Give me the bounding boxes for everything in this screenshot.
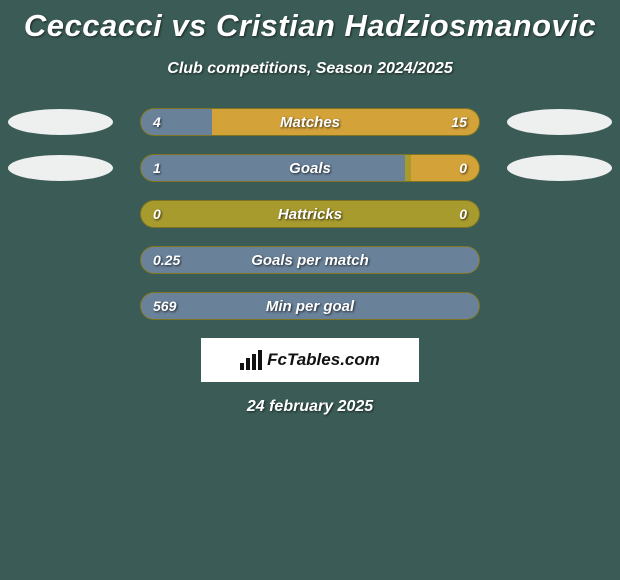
player-ellipse-right [507, 109, 612, 135]
stat-label: Hattricks [141, 201, 479, 227]
stat-row: 0.25Goals per match [0, 246, 620, 274]
stat-row: 10Goals [0, 154, 620, 182]
stat-row: 00Hattricks [0, 200, 620, 228]
stat-row: 415Matches [0, 108, 620, 136]
page-title: Ceccacci vs Cristian Hadziosmanovic [0, 0, 620, 44]
date-text: 24 february 2025 [0, 398, 620, 416]
stat-label: Goals per match [141, 247, 479, 273]
stat-bar: 10Goals [140, 154, 480, 182]
stat-bar: 415Matches [140, 108, 480, 136]
stat-label: Matches [141, 109, 479, 135]
logo-box: FcTables.com [201, 338, 419, 382]
stat-bar: 569Min per goal [140, 292, 480, 320]
logo-text: FcTables.com [267, 350, 380, 370]
stat-rows: 415Matches 10Goals 00Hattricks 0.25Goals pe… [0, 108, 620, 320]
player-ellipse-right [507, 155, 612, 181]
bars-icon [240, 350, 262, 370]
stat-label: Goals [141, 155, 479, 181]
stat-bar: 0.25Goals per match [140, 246, 480, 274]
stat-label: Min per goal [141, 293, 479, 319]
stat-row: 569Min per goal [0, 292, 620, 320]
comparison-infographic: Ceccacci vs Cristian Hadziosmanovic Club… [0, 0, 620, 580]
stat-bar: 00Hattricks [140, 200, 480, 228]
subtitle: Club competitions, Season 2024/2025 [0, 60, 620, 78]
player-ellipse-left [8, 155, 113, 181]
player-ellipse-left [8, 109, 113, 135]
